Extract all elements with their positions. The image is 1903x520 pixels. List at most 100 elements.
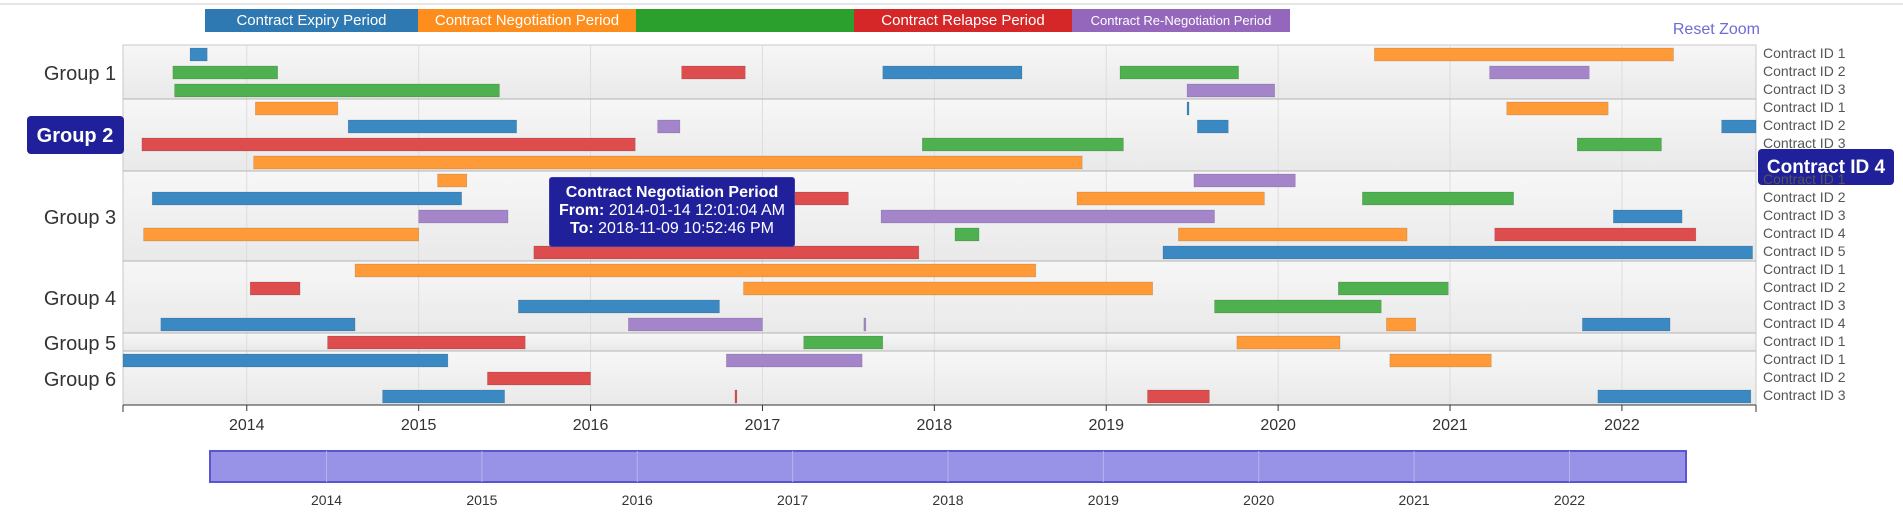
- timeline-bar: [954, 227, 980, 242]
- x-tick-label: 2021: [1432, 417, 1468, 434]
- tooltip-to: To: 2018-11-09 10:52:46 PM: [570, 220, 774, 237]
- bar-tooltip: Contract Negotiation Period From: 2014-0…: [549, 177, 795, 247]
- x-tick-label: 2018: [917, 417, 953, 434]
- timeline-bar: [533, 245, 920, 260]
- timeline-bar: [1597, 389, 1752, 404]
- row-label: Contract ID 2: [1763, 369, 1846, 385]
- x-tick-label: 2015: [401, 417, 437, 434]
- timeline-bar: [327, 335, 526, 350]
- row-label-highlight: [1758, 149, 1894, 185]
- brush-tick-label: 2020: [1243, 492, 1274, 508]
- row-label: Contract ID 2: [1763, 279, 1846, 295]
- timeline-bar: [1119, 65, 1239, 80]
- timeline-bar: [882, 65, 1023, 80]
- x-tick-label: 2014: [229, 417, 265, 434]
- timeline-bar: [787, 191, 849, 206]
- timeline-bar: [1186, 101, 1190, 116]
- x-tick-label: 2020: [1260, 417, 1296, 434]
- timeline-bar: [681, 65, 746, 80]
- group-label: Group 5: [44, 333, 116, 355]
- legend-item[interactable]: [636, 9, 854, 32]
- timeline-bar: [657, 119, 681, 134]
- group-band: [123, 333, 1756, 351]
- row-label: Contract ID 1: [1763, 99, 1846, 115]
- group-label: Group 2: [37, 125, 114, 147]
- row-label: Contract ID 4: [1763, 225, 1846, 241]
- top-divider: [0, 3, 1903, 5]
- brush-tick-label: 2017: [777, 492, 808, 508]
- row-label: Contract ID 1: [1763, 261, 1846, 277]
- group-label: Group 6: [44, 369, 116, 391]
- legend-item[interactable]: Contract Relapse Period: [854, 9, 1072, 32]
- row-label: Contract ID 4: [1763, 315, 1846, 331]
- timeline-bar: [1197, 119, 1229, 134]
- timeline-bar: [1362, 191, 1514, 206]
- row-label: Contract ID 4: [1767, 157, 1886, 178]
- row-label: Contract ID 3: [1763, 135, 1846, 151]
- timeline-bar: [354, 263, 1037, 278]
- timeline-bar: [1386, 317, 1416, 332]
- brush-tick-label: 2014: [311, 492, 342, 508]
- timeline-bar: [255, 101, 339, 116]
- timeline-bar: [1389, 353, 1492, 368]
- timeline-bar: [1076, 191, 1265, 206]
- timeline-bar: [863, 317, 867, 332]
- timeline-bar: [1147, 389, 1210, 404]
- timeline-bar: [253, 155, 1083, 170]
- x-tick-label: 2019: [1088, 417, 1124, 434]
- brush-tick-label: 2015: [466, 492, 497, 508]
- timeline-bar: [1506, 101, 1609, 116]
- timeline-bar: [1374, 47, 1674, 62]
- reset-zoom-button[interactable]: Reset Zoom: [1672, 21, 1760, 38]
- group-label: Group 1: [44, 63, 116, 85]
- timeline-bar: [160, 317, 356, 332]
- timeline-bar: [628, 317, 763, 332]
- timeline-bar: [1186, 83, 1275, 98]
- timeline-bar: [518, 299, 720, 314]
- timeline-bar: [880, 209, 1215, 224]
- timeline-bar: [1193, 173, 1296, 188]
- timeline-bar: [1162, 245, 1753, 260]
- row-label: Contract ID 1: [1763, 171, 1846, 187]
- timeline-bar: [803, 335, 884, 350]
- row-label: Contract ID 2: [1763, 189, 1846, 205]
- timeline-bar: [922, 137, 1124, 152]
- timeline-bar: [174, 83, 500, 98]
- timeline-bar: [189, 47, 208, 62]
- row-label: Contract ID 3: [1763, 81, 1846, 97]
- timeline-bar: [1613, 209, 1683, 224]
- timeline-bar: [1582, 317, 1671, 332]
- timeline-bar: [382, 389, 505, 404]
- row-label: Contract ID 3: [1763, 207, 1846, 223]
- timeline-bar: [172, 65, 279, 80]
- tooltip-title: Contract Negotiation Period: [565, 184, 779, 201]
- legend-item[interactable]: Contract Negotiation Period: [418, 9, 636, 32]
- brush-tick-label: 2021: [1399, 492, 1430, 508]
- row-label: Contract ID 5: [1763, 243, 1846, 259]
- timeline-bar: [487, 371, 591, 386]
- timeline-bar: [1214, 299, 1382, 314]
- row-label: Contract ID 2: [1763, 117, 1846, 133]
- row-label: Contract ID 1: [1763, 333, 1846, 349]
- row-label: Contract ID 1: [1763, 351, 1846, 367]
- row-label: Contract ID 3: [1763, 387, 1846, 403]
- x-tick-label: 2016: [573, 417, 609, 434]
- row-label: Contract ID 2: [1763, 63, 1846, 79]
- group-label-highlight: [27, 116, 124, 154]
- brush-tick-label: 2019: [1088, 492, 1119, 508]
- timeline-bar: [734, 389, 738, 404]
- timeline-bar: [1337, 281, 1449, 296]
- legend-item[interactable]: Contract Re-Negotiation Period: [1072, 9, 1290, 32]
- group-label: Group 4: [44, 288, 116, 310]
- group-label: Group 3: [44, 207, 116, 229]
- timeline-bar: [143, 227, 419, 242]
- timeline-bar: [726, 353, 863, 368]
- timeline-bar: [1494, 227, 1697, 242]
- timeline-bar: [347, 119, 517, 134]
- timeline-bar: [141, 137, 636, 152]
- row-label: Contract ID 1: [1763, 45, 1846, 61]
- brush-tick-label: 2022: [1554, 492, 1585, 508]
- brush-tick-label: 2016: [622, 492, 653, 508]
- legend-item[interactable]: Contract Expiry Period: [205, 9, 418, 32]
- row-label: Contract ID 3: [1763, 297, 1846, 313]
